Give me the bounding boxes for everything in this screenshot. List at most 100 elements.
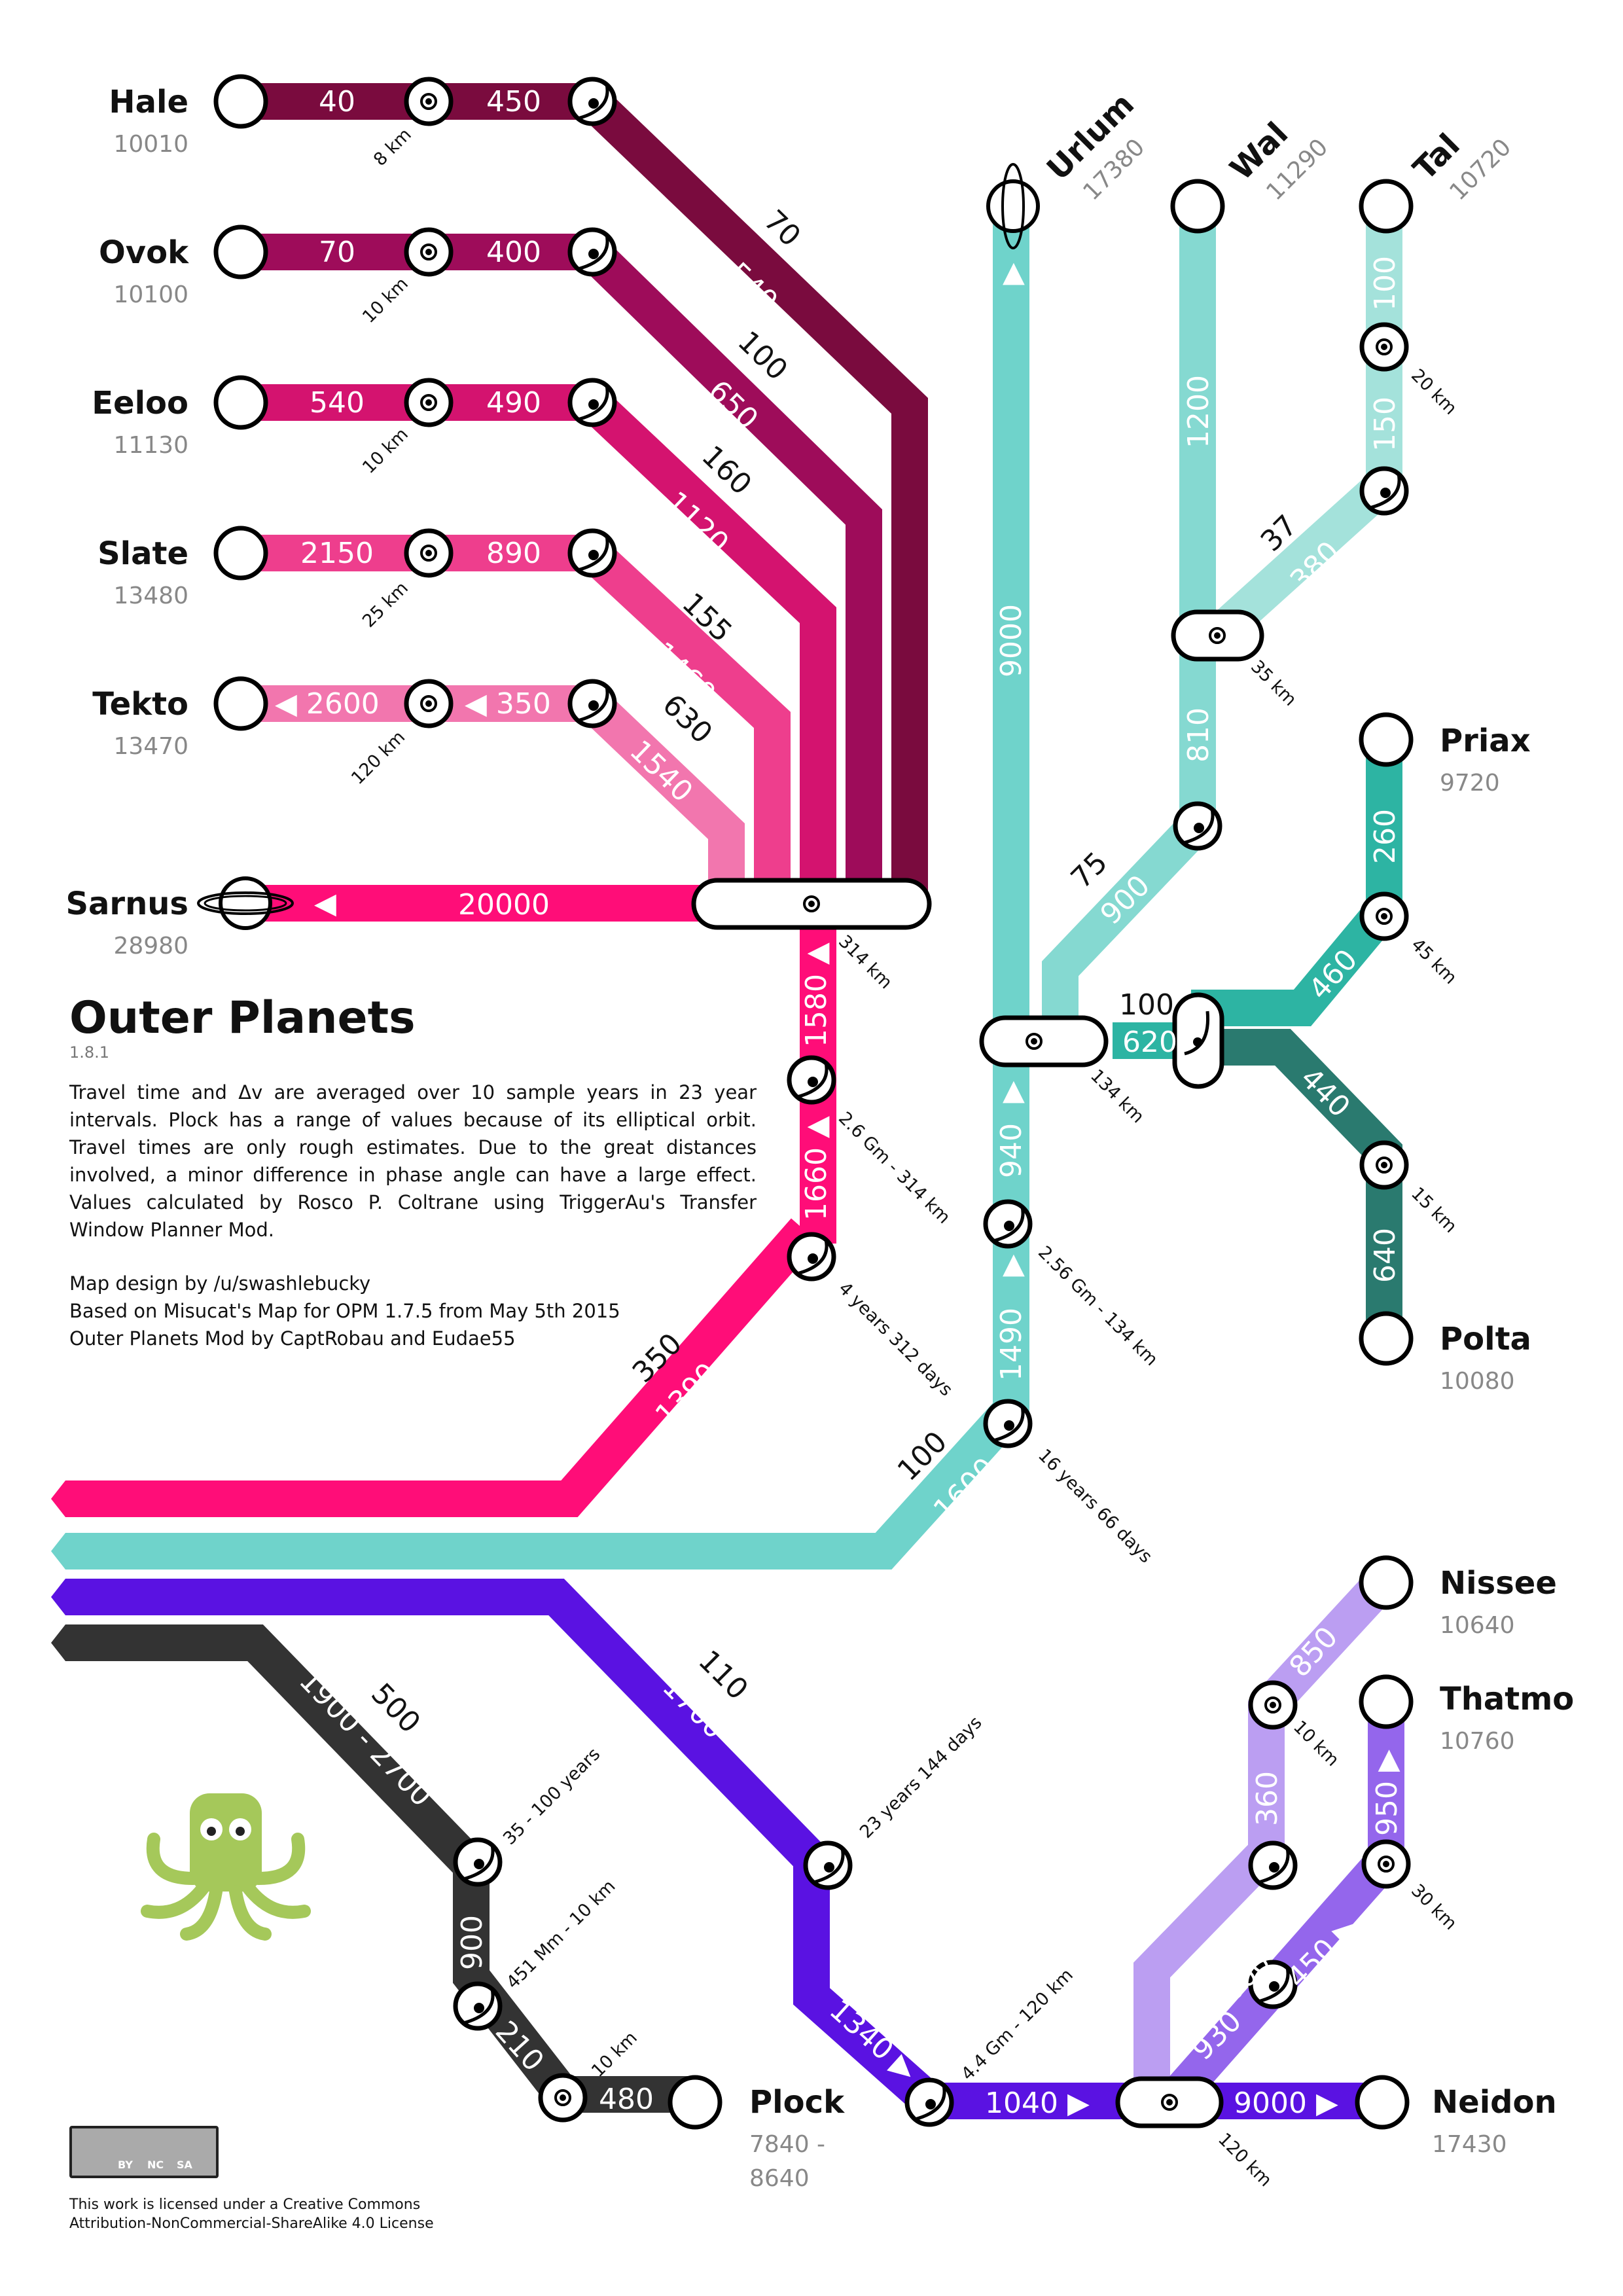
neidon-capture-station — [907, 2080, 952, 2125]
label-wal-km: 35 km — [1247, 656, 1300, 710]
polta-planet — [1361, 1314, 1411, 1363]
label-neidon-time: 23 years 144 days — [856, 1712, 986, 1842]
label-slate-a: 2150 — [300, 537, 374, 570]
label-urlum-1490: 1490 — [995, 1308, 1028, 1381]
label-neidon-km2: 120 km — [1214, 2129, 1275, 2191]
tal-planet — [1361, 181, 1411, 231]
polta-line — [1191, 1029, 1402, 1335]
nissee-value: 10640 — [1440, 1612, 1515, 1639]
priax-line — [1191, 740, 1402, 1026]
label-tal-km: 20 km — [1407, 365, 1461, 419]
neidon-name: Neidon — [1432, 2084, 1557, 2121]
label-plock-a: 1900 - 2700 — [293, 1664, 438, 1813]
label-ovok-b: 400 — [486, 236, 541, 269]
eeloo-orbit-station — [406, 380, 451, 425]
neidon-trunk-arrow — [51, 1579, 92, 1615]
priax-name: Priax — [1440, 723, 1531, 759]
nissee-line — [1133, 1568, 1398, 2101]
label-urlum-time: 16 years 66 days — [1034, 1445, 1156, 1567]
label-urlum-arrow-1: ▲ — [1003, 255, 1025, 289]
label-urlum-km1: 134 km — [1086, 1066, 1148, 1127]
label-priax-260: 260 — [1368, 809, 1402, 864]
sarnus-escape-station — [789, 1234, 834, 1279]
wal-capture-station — [1175, 804, 1220, 848]
ovok-capture-station — [570, 230, 615, 274]
label-thatmo-km: 30 km — [1407, 1880, 1461, 1934]
description: Travel time and Δv are averaged over 10 … — [69, 1081, 757, 1241]
cc-nc-label: NC — [147, 2159, 164, 2171]
label-priax-km: 45 km — [1407, 935, 1461, 988]
credit-line: Map design by /u/swashlebucky — [69, 1272, 371, 1295]
version: 1.8.1 — [69, 1043, 110, 1062]
plock-name: Plock — [749, 2084, 845, 2121]
slate-name: Slate — [98, 535, 188, 572]
label-tekto-b: ◀ 350 — [465, 687, 551, 721]
urlum-orbit-station — [979, 1015, 1109, 1067]
sarnus-capture-station — [789, 1058, 834, 1102]
label-urlum-940: 940 — [995, 1123, 1028, 1178]
eeloo-value: 11130 — [113, 432, 188, 459]
eeloo-name: Eeloo — [92, 385, 188, 422]
hale-capture-station — [570, 79, 615, 124]
thatmo-planet — [1361, 1677, 1411, 1727]
label-eeloo-b: 490 — [486, 386, 541, 420]
hale-orbit-station — [406, 79, 451, 124]
slate-planet — [216, 528, 266, 578]
octopus-logo — [141, 1793, 311, 1941]
label-sarnus-km2: 2.6 Gm - 314 km — [834, 1108, 954, 1228]
label-urlum-main: 9000 — [995, 604, 1028, 677]
polta-name: Polta — [1440, 1321, 1531, 1357]
sarnus-trunk-line — [65, 1218, 819, 1517]
thatmo-value: 10760 — [1440, 1728, 1515, 1755]
nissee-orbit-station — [1251, 1683, 1295, 1727]
label-tal-150: 150 — [1368, 397, 1402, 452]
cc-license-badge: BY NC SA — [69, 2126, 219, 2178]
urlum-system — [979, 163, 1411, 1446]
urlum-trunk-line — [65, 1401, 1022, 1570]
cc-sa-label: SA — [177, 2159, 192, 2171]
tal-capture-station — [1362, 469, 1406, 513]
label-eeloo-km: 10 km — [359, 424, 412, 478]
label-sarnus-main: 20000 — [458, 888, 550, 922]
plock-planet — [670, 2077, 720, 2127]
cc-by-label: BY — [118, 2159, 133, 2171]
plock-escape-station — [455, 1840, 500, 1884]
label-plock-time: 35 - 100 years — [499, 1744, 604, 1849]
info-panel: Outer Planets 1.8.1 Travel time and Δv a… — [69, 995, 757, 1352]
neidon-escape-station — [806, 1843, 850, 1888]
label-urlum-arrow-3: ▲ — [1003, 1247, 1025, 1280]
urlum-capture-station — [986, 1202, 1030, 1246]
neidon-planet — [1357, 2077, 1407, 2127]
label-thatmo-950: 950 ▶ — [1370, 1749, 1404, 1836]
label-hale-km: 8 km — [370, 124, 416, 170]
label-tal-100: 100 — [1368, 256, 1402, 311]
label-nissee-km: 10 km — [1289, 1717, 1343, 1770]
nissee-planet — [1361, 1558, 1411, 1607]
label-sarnus-down2: 1660 ▲ — [800, 1116, 833, 1221]
tekto-line — [239, 685, 745, 903]
label-ovok-a: 70 — [319, 236, 355, 269]
license-line-1: This work is licensed under a Creative C… — [69, 2197, 421, 2213]
tekto-capture-station — [570, 681, 615, 726]
label-neidon-e: 9000 ▶ — [1234, 2087, 1338, 2120]
label-polta-km: 15 km — [1407, 1183, 1461, 1237]
label-sarnus-time: 4 years 312 days — [834, 1278, 956, 1400]
tekto-planet — [216, 679, 266, 728]
license-line-2: Attribution-NonCommercial-ShareAlike 4.0… — [69, 2215, 434, 2232]
label-sarnus-km1: 314 km — [834, 931, 896, 993]
hale-planet — [216, 77, 266, 126]
tekto-value: 13470 — [113, 733, 188, 760]
urlum-escape-station — [986, 1401, 1030, 1446]
label-tekto-a: ◀ 2600 — [275, 687, 380, 721]
label-slate-b: 890 — [486, 537, 541, 570]
label-urlum-arrow-2: ▲ — [1003, 1073, 1025, 1107]
polta-orbit-station — [1362, 1143, 1406, 1187]
label-urlum-km2: 2.56 Gm - 134 km — [1034, 1242, 1162, 1370]
label-wal-810: 810 — [1182, 708, 1215, 762]
urlum-planet — [986, 163, 1040, 249]
ovok-orbit-station — [406, 230, 451, 274]
label-plock-km2: 10 km — [588, 2028, 641, 2081]
plock-capture-station — [455, 1984, 500, 2028]
label-sarnus-down1: 1580 ▲ — [800, 942, 833, 1047]
